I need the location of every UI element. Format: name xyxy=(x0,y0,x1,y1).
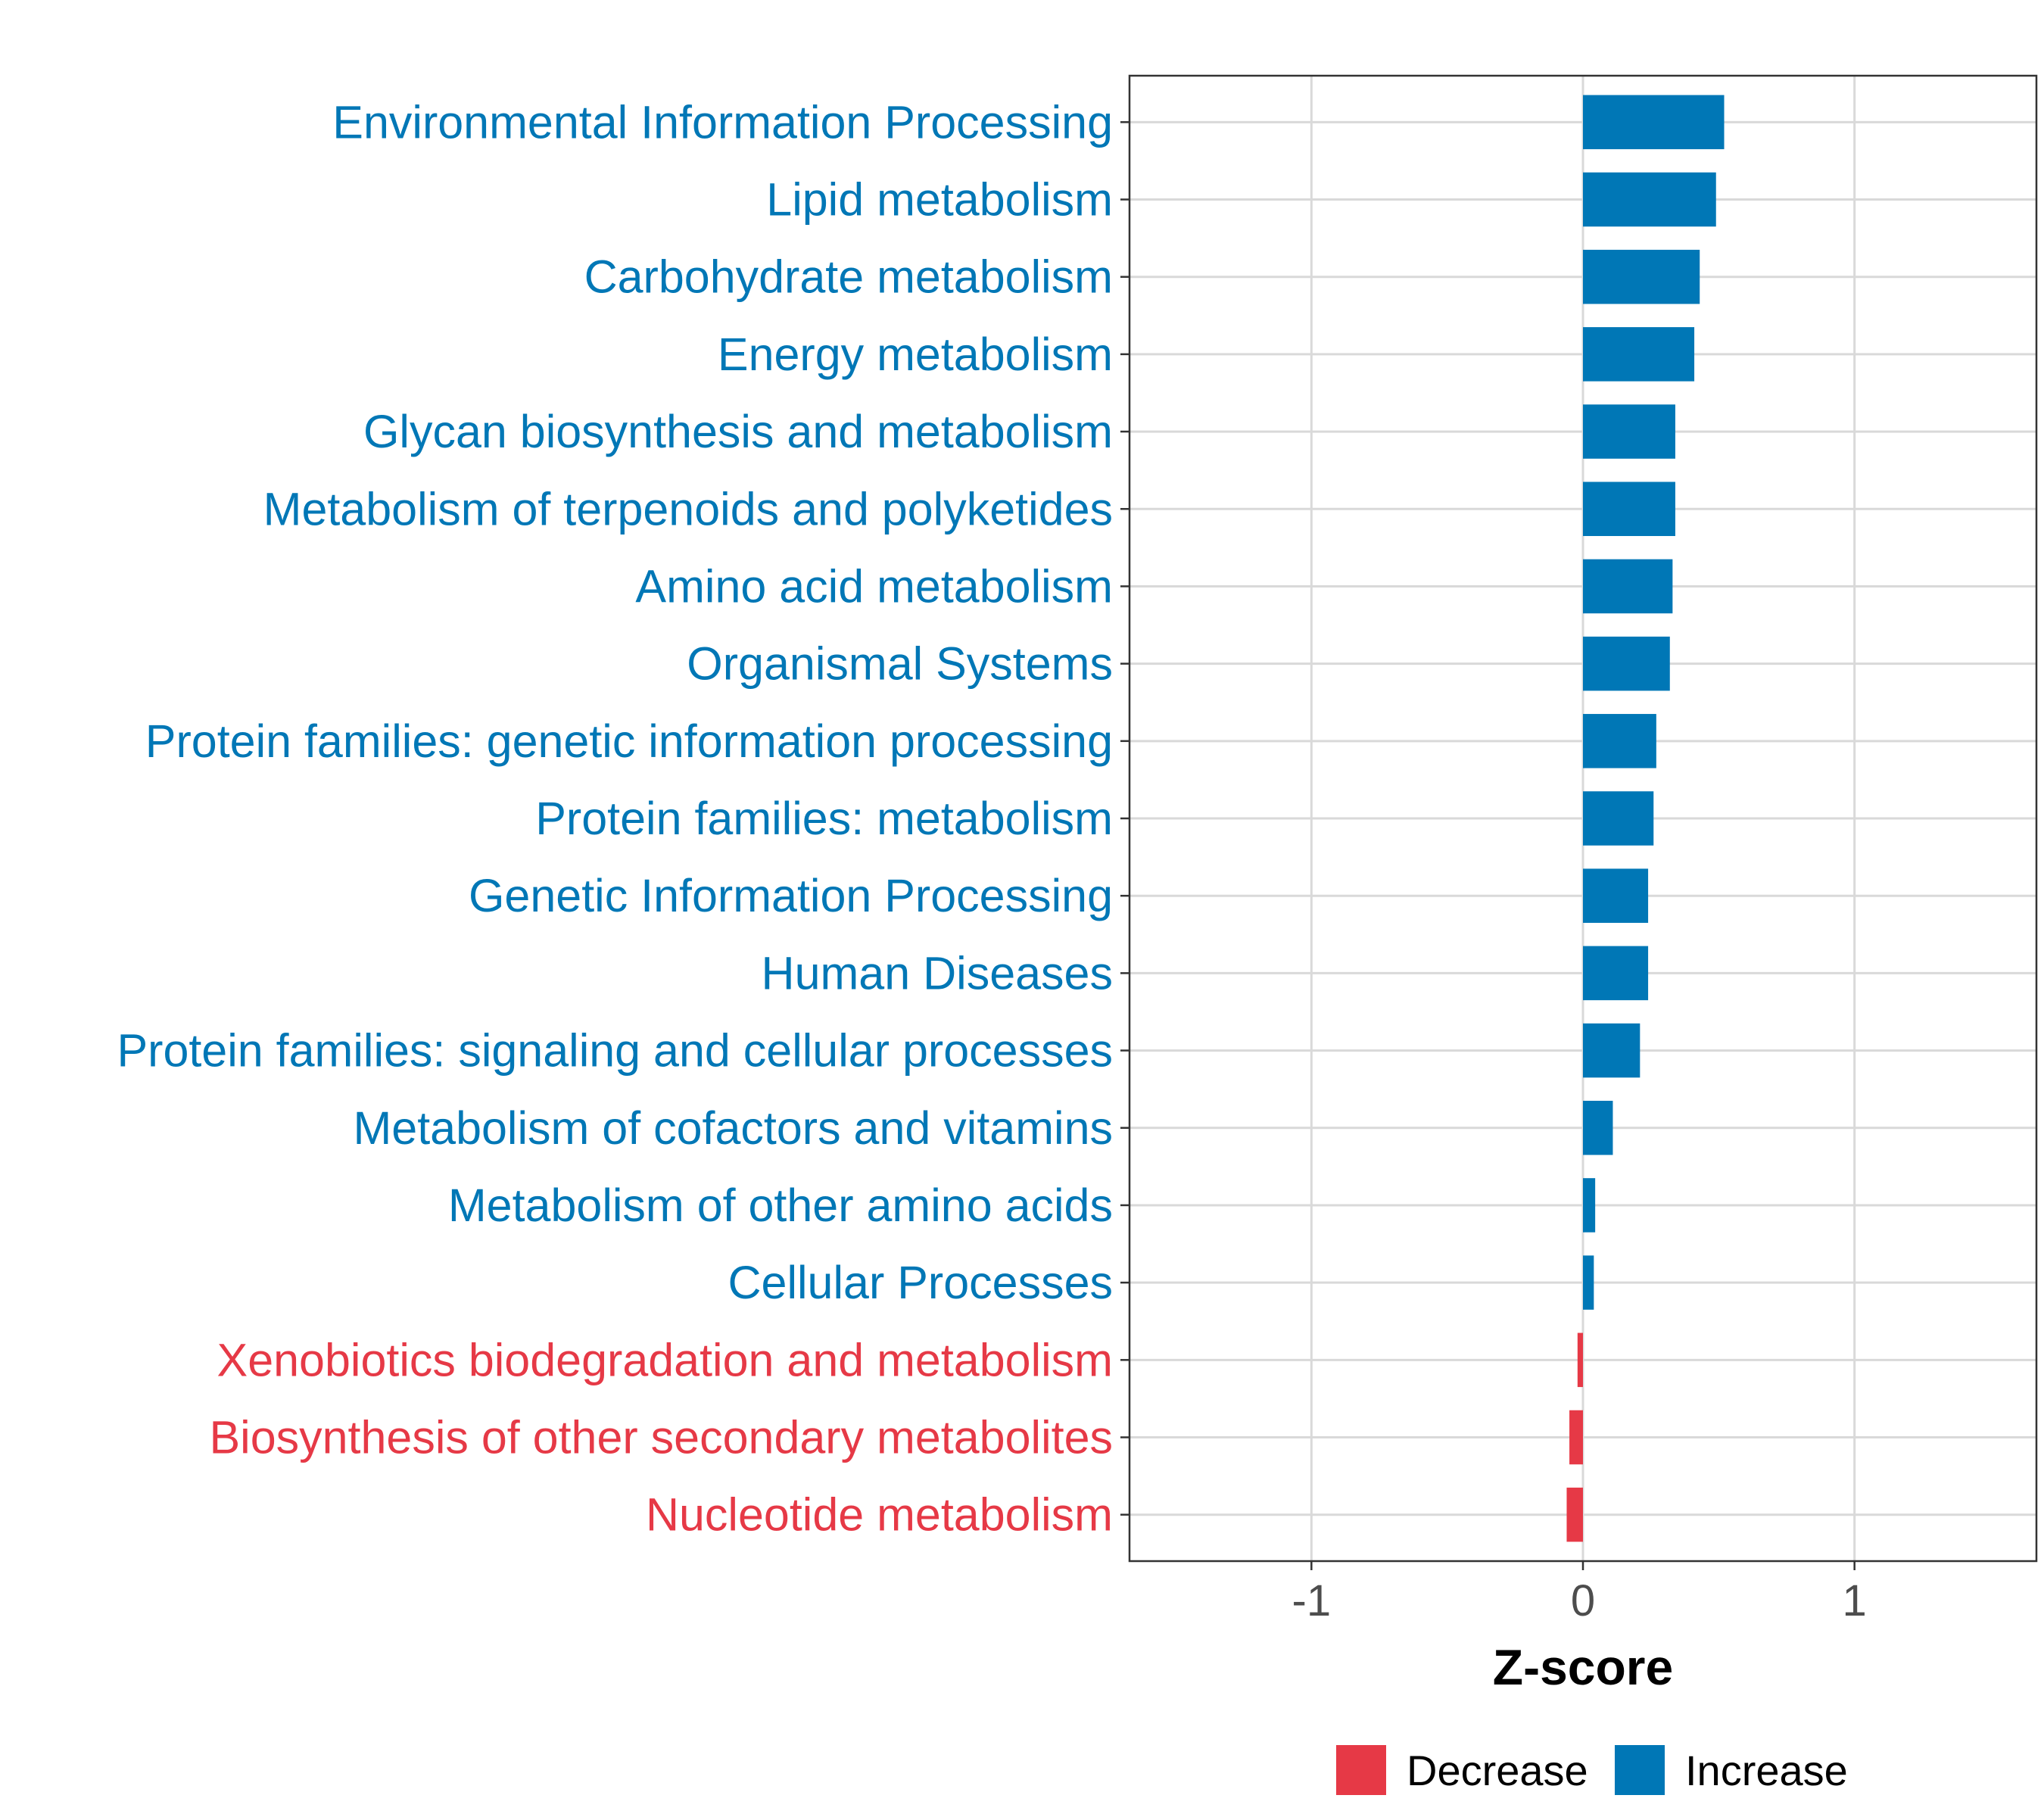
category-label-4: Glycan biosynthesis and metabolism xyxy=(363,406,1113,457)
category-label-3: Energy metabolism xyxy=(718,329,1113,380)
bar-8 xyxy=(1583,714,1656,768)
legend-swatch-decrease xyxy=(1336,1745,1386,1795)
bar-0 xyxy=(1583,95,1725,150)
bars xyxy=(1566,95,1725,1542)
category-label-12: Protein families: signaling and cellular… xyxy=(117,1025,1113,1077)
category-label-10: Genetic Information Processing xyxy=(469,870,1113,921)
bar-3 xyxy=(1583,327,1695,382)
category-label-17: Biosynthesis of other secondary metaboli… xyxy=(209,1412,1113,1463)
x-tick-label-1: 0 xyxy=(1571,1576,1595,1625)
x-tick-label-2: 1 xyxy=(1843,1576,1867,1625)
category-label-13: Metabolism of cofactors and vitamins xyxy=(353,1102,1113,1154)
category-label-1: Lipid metabolism xyxy=(766,174,1113,226)
bar-12 xyxy=(1583,1023,1640,1078)
bar-7 xyxy=(1583,636,1670,691)
category-label-16: Xenobiotics biodegradation and metabolis… xyxy=(217,1334,1113,1385)
category-label-7: Organismal Systems xyxy=(687,638,1113,690)
category-label-6: Amino acid metabolism xyxy=(635,560,1113,612)
bar-11 xyxy=(1583,946,1649,1001)
category-label-11: Human Diseases xyxy=(762,947,1113,999)
bar-16 xyxy=(1577,1332,1583,1388)
bar-5 xyxy=(1583,482,1675,537)
bar-13 xyxy=(1583,1100,1613,1155)
bar-1 xyxy=(1583,172,1716,227)
legend: Decrease Increase xyxy=(1336,1745,1848,1795)
bar-4 xyxy=(1583,404,1675,459)
bar-9 xyxy=(1583,791,1654,846)
bar-2 xyxy=(1583,249,1700,304)
category-label-15: Cellular Processes xyxy=(728,1257,1113,1308)
x-tick-label-0: -1 xyxy=(1292,1576,1332,1625)
legend-swatch-increase xyxy=(1615,1745,1665,1795)
x-axis: -1 0 1 xyxy=(1292,1561,1867,1625)
bar-15 xyxy=(1583,1255,1594,1310)
x-axis-title: Z-score xyxy=(1493,1639,1673,1695)
bar-17 xyxy=(1569,1410,1583,1465)
legend-label-increase: Increase xyxy=(1685,1747,1848,1794)
category-label-8: Protein families: genetic information pr… xyxy=(145,715,1113,767)
legend-label-decrease: Decrease xyxy=(1407,1747,1588,1794)
category-axis: Environmental Information Processing Lipi… xyxy=(117,96,1129,1541)
category-label-0: Environmental Information Processing xyxy=(332,96,1113,148)
category-label-5: Metabolism of terpenoids and polyketides xyxy=(263,483,1113,535)
bar-6 xyxy=(1583,559,1673,614)
category-label-18: Nucleotide metabolism xyxy=(646,1489,1113,1541)
category-label-9: Protein families: metabolism xyxy=(535,793,1113,844)
bar-10 xyxy=(1583,868,1649,923)
category-label-2: Carbohydrate metabolism xyxy=(584,251,1113,303)
bar-14 xyxy=(1583,1178,1596,1233)
bar-18 xyxy=(1566,1487,1583,1542)
category-label-14: Metabolism of other amino acids xyxy=(448,1180,1113,1231)
